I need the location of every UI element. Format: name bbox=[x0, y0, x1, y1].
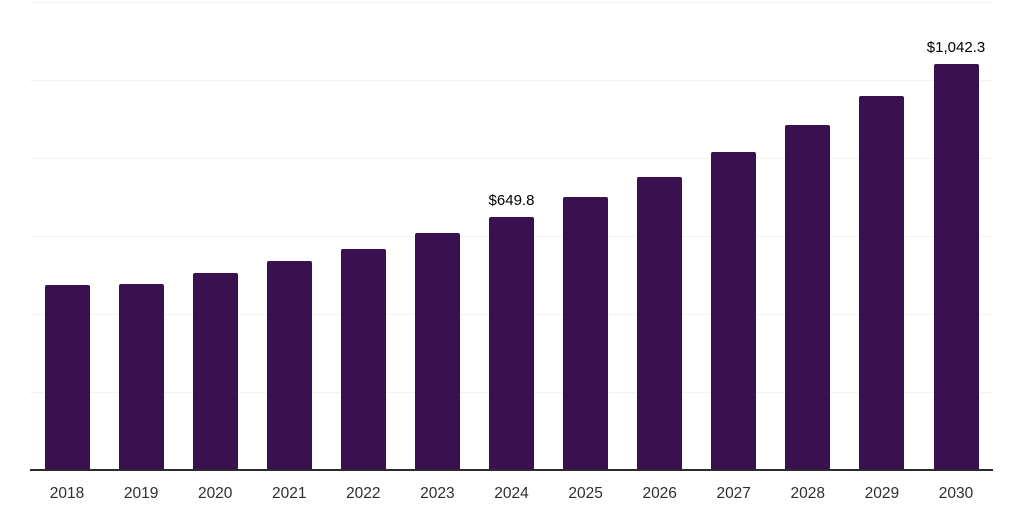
bar-2023 bbox=[414, 233, 460, 470]
x-tick-label-2022: 2022 bbox=[346, 485, 381, 502]
bar-2025 bbox=[563, 197, 609, 470]
x-tick-label-2024: 2024 bbox=[494, 485, 529, 502]
gridline-1200 bbox=[30, 2, 993, 3]
bar-2030 bbox=[933, 63, 979, 470]
bar-2026 bbox=[637, 177, 683, 470]
x-tick-label-2020: 2020 bbox=[197, 485, 233, 502]
x-tick-label-2018: 2018 bbox=[49, 485, 85, 502]
bar-2020 bbox=[192, 272, 238, 470]
x-tick-label-2027: 2027 bbox=[716, 485, 751, 502]
x-tick-label-2021: 2021 bbox=[272, 485, 307, 502]
x-tick-label-2019: 2019 bbox=[123, 485, 159, 502]
x-tick-label-2028: 2028 bbox=[790, 485, 826, 502]
bar-2024 bbox=[489, 216, 534, 470]
bar-2022 bbox=[340, 249, 386, 470]
gridline-1000 bbox=[30, 80, 993, 81]
gridline-800 bbox=[30, 158, 993, 159]
x-tick-label-2030: 2030 bbox=[938, 485, 974, 502]
bar-2021 bbox=[266, 261, 312, 471]
x-tick-label-2029: 2029 bbox=[864, 485, 900, 502]
x-tick-label-2025: 2025 bbox=[568, 485, 603, 502]
bar-2019 bbox=[118, 284, 164, 470]
x-tick-label-2026: 2026 bbox=[642, 485, 677, 502]
value-label-2030: $1,042.3 bbox=[926, 38, 986, 56]
bar-2018 bbox=[44, 285, 90, 470]
bar-2027 bbox=[711, 152, 757, 470]
bar-2028 bbox=[785, 124, 831, 470]
x-tick-label-2023: 2023 bbox=[420, 485, 455, 502]
bar-2029 bbox=[859, 95, 905, 470]
x-axis-line bbox=[30, 469, 993, 471]
value-label-2024: $649.8 bbox=[488, 191, 535, 209]
